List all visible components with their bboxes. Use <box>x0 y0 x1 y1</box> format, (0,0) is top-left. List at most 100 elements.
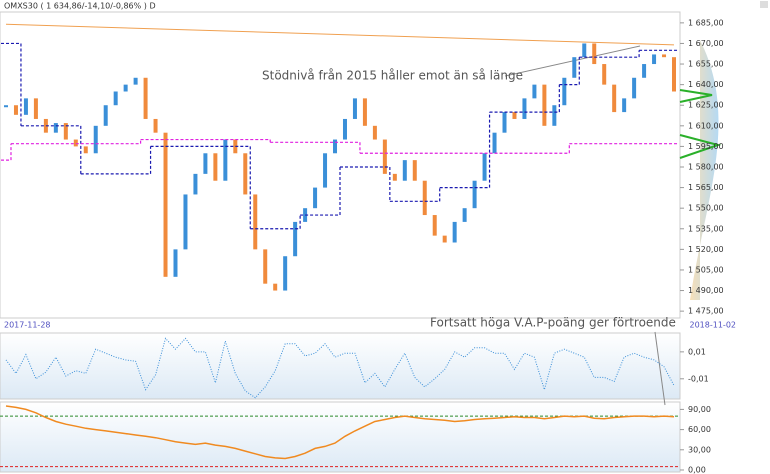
candle <box>342 118 347 140</box>
line <box>5 337 675 399</box>
candle <box>402 160 407 181</box>
candle <box>602 64 607 85</box>
candle <box>582 43 587 58</box>
candle <box>303 208 308 222</box>
candle <box>672 57 676 92</box>
annotation-pointer <box>654 331 666 406</box>
candle <box>123 84 128 92</box>
candle <box>532 84 537 99</box>
candle <box>442 235 447 243</box>
y-tick-label: 30,00 <box>688 445 711 454</box>
candle <box>283 256 288 291</box>
candle <box>432 215 437 236</box>
candle <box>512 112 517 119</box>
candle <box>622 98 627 113</box>
candle <box>93 125 98 154</box>
candle <box>263 249 268 284</box>
candle <box>562 77 567 106</box>
candle <box>462 208 467 222</box>
candle <box>173 249 178 277</box>
candle <box>103 105 108 126</box>
title: OMXS30 ( 1 634,86/-14,10/-0,86% ) D <box>4 2 156 11</box>
price-panel <box>0 11 681 319</box>
candle <box>552 105 557 126</box>
line <box>5 405 675 460</box>
y-tick-label: 1 490,00 <box>688 286 724 295</box>
candle <box>502 112 507 133</box>
candle <box>223 139 228 181</box>
candle <box>522 98 527 119</box>
candle <box>662 54 667 58</box>
candle <box>153 118 158 133</box>
candle <box>83 146 88 154</box>
candle <box>43 118 48 133</box>
candle <box>382 139 387 174</box>
vap-panel <box>0 401 681 473</box>
vap-markers <box>679 89 722 159</box>
y-tick-label: 1 640,00 <box>688 80 724 89</box>
candle <box>352 98 357 119</box>
start-date: 2017-11-28 <box>4 321 51 330</box>
window-button[interactable] <box>760 1 768 8</box>
y-tick-label: 1 520,00 <box>688 245 724 254</box>
y-tick-label: 1 685,00 <box>688 18 724 27</box>
y-tick-label: 1 595,00 <box>688 142 724 151</box>
candle <box>133 77 138 85</box>
candle <box>233 139 238 154</box>
trend-line <box>5 23 675 46</box>
candle <box>53 123 58 133</box>
y-tick-label: 1 655,00 <box>688 60 724 69</box>
candle <box>113 91 118 106</box>
candle <box>572 57 577 78</box>
candle <box>163 132 168 277</box>
y-tick-label: -0,01 <box>688 374 709 383</box>
candle <box>472 180 477 209</box>
y-tick-label: 0,00 <box>688 465 706 474</box>
y-tick-label: 1 505,00 <box>688 265 724 274</box>
candle <box>293 221 298 257</box>
candle <box>143 77 148 119</box>
y-tick-label: 90,00 <box>688 405 711 414</box>
candle <box>63 123 68 140</box>
candle <box>323 153 328 188</box>
annotation: Fortsatt höga V.A.P-poäng ger förtroende <box>430 316 676 330</box>
candle <box>642 64 647 78</box>
candle <box>652 54 657 65</box>
candle <box>422 180 427 216</box>
candle <box>13 105 18 115</box>
y-tick-label: 1 475,00 <box>688 307 724 316</box>
candle <box>273 283 278 291</box>
candle <box>542 84 547 126</box>
annotation: Stödnivå från 2015 håller emot än så län… <box>262 69 523 83</box>
candle <box>632 77 637 99</box>
candle <box>4 105 8 108</box>
candle <box>73 139 78 147</box>
candle <box>412 160 417 181</box>
y-tick-label: 60,00 <box>688 425 711 434</box>
candle <box>203 153 208 174</box>
candle <box>452 221 457 243</box>
end-date: 2018-11-02 <box>690 321 737 330</box>
y-tick-label: 1 580,00 <box>688 163 724 172</box>
y-tick-label: 1 535,00 <box>688 224 724 233</box>
change-panel <box>0 332 681 400</box>
candle <box>372 125 377 140</box>
candle <box>592 43 597 65</box>
candle <box>612 84 617 113</box>
candle <box>392 173 397 181</box>
candle <box>23 98 28 115</box>
y-tick-label: 1 625,00 <box>688 101 724 110</box>
candle <box>243 153 248 195</box>
y-tick-label: 0,01 <box>688 347 706 356</box>
y-tick-label: 1 670,00 <box>688 39 724 48</box>
candle <box>33 98 38 119</box>
candle <box>492 132 497 154</box>
candle <box>362 98 367 126</box>
y-tick-label: 1 550,00 <box>688 204 724 213</box>
y-tick-label: 1 610,00 <box>688 121 724 130</box>
candle <box>313 187 318 209</box>
candle <box>482 153 487 181</box>
candle <box>333 139 338 154</box>
candle <box>213 153 218 181</box>
